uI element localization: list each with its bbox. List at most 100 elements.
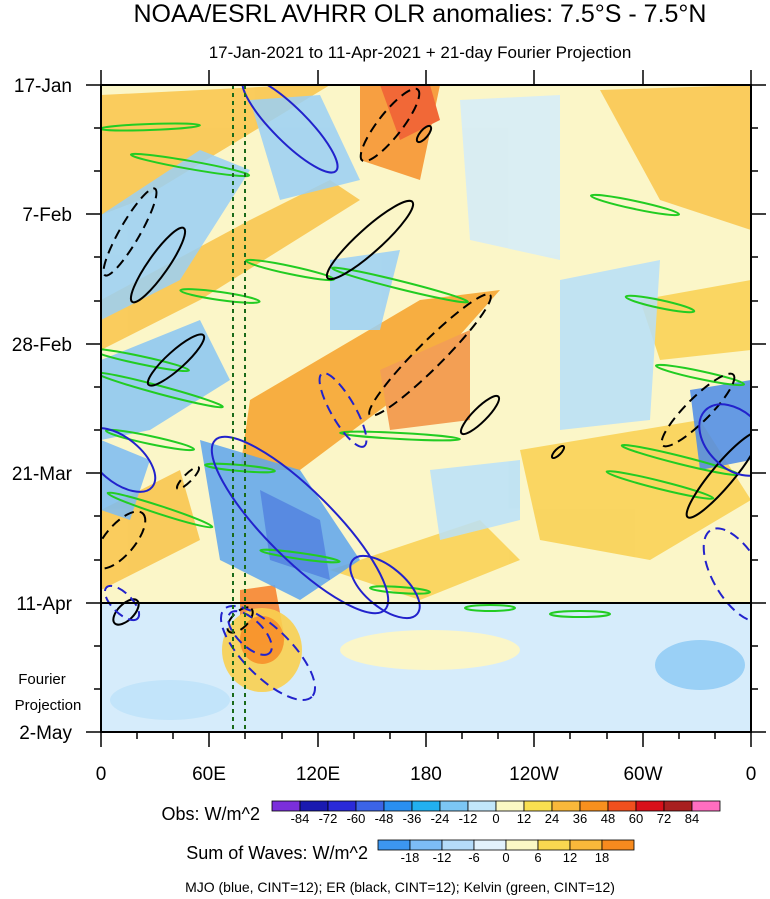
waves-colorbar-swatch bbox=[505, 839, 539, 851]
kelvin-contour bbox=[106, 491, 214, 529]
kelvin-contour bbox=[101, 347, 190, 373]
obs-colorbar-swatch bbox=[439, 800, 469, 812]
y-tick-label: 21-Mar bbox=[12, 464, 73, 485]
obs-colorbar-level-label: -84 bbox=[291, 811, 310, 826]
mjo-contours bbox=[101, 85, 751, 620]
waves-colorbar-label: Sum of Waves: W/m^2 bbox=[186, 843, 368, 863]
y-tick-labels: 17-Jan 7-Feb 28-Feb 21-Mar 11-Apr 2-May … bbox=[12, 76, 82, 744]
waves-colorbar-level-label: -6 bbox=[468, 850, 480, 865]
kelvin-contour bbox=[339, 430, 461, 442]
mjo-contour bbox=[219, 604, 317, 702]
obs-anomaly-band bbox=[101, 440, 150, 520]
obs-colorbar-swatch bbox=[551, 800, 581, 812]
waves-colorbar-swatch bbox=[569, 839, 603, 851]
kelvin-contour bbox=[589, 193, 681, 217]
waves-colorbar-level-label: 18 bbox=[595, 850, 609, 865]
projection-label-line2: Projection bbox=[15, 697, 82, 714]
obs-colorbar-swatch bbox=[495, 800, 525, 812]
obs-colorbar-swatch bbox=[579, 800, 609, 812]
kelvin-contour bbox=[464, 604, 516, 612]
obs-anomaly-band bbox=[600, 85, 751, 230]
obs-colorbar-level-label: 60 bbox=[629, 811, 643, 826]
waves-colorbar-level-label: 0 bbox=[502, 850, 509, 865]
x-tick-labels: 0 60E 120E 180 120W 60W 0 bbox=[96, 764, 757, 785]
er-contour bbox=[415, 124, 433, 144]
obs-anomaly-band bbox=[380, 85, 440, 140]
obs-anomaly-band bbox=[260, 490, 330, 580]
kelvin-contour bbox=[549, 610, 611, 618]
obs-colorbar-level-label: -12 bbox=[459, 811, 478, 826]
waves-colorbar-swatch bbox=[409, 839, 443, 851]
obs-anomaly-band bbox=[101, 180, 360, 350]
kelvin-contour bbox=[605, 470, 715, 500]
footnote: MJO (blue, CINT=12); ER (black, CINT=12)… bbox=[185, 879, 615, 895]
kelvin-contour bbox=[331, 266, 469, 304]
y-tick-label: 2-May bbox=[19, 723, 72, 744]
obs-anomaly-band bbox=[380, 330, 470, 430]
mjo-contour bbox=[241, 85, 339, 174]
waves-colorbar-swatch bbox=[441, 839, 475, 851]
obs-anomaly-band bbox=[430, 460, 520, 540]
obs-anomaly-band bbox=[640, 280, 751, 360]
kelvin-contour bbox=[204, 462, 276, 474]
obs-colorbar-swatch bbox=[383, 800, 413, 812]
mjo-contours-negative bbox=[103, 372, 751, 702]
obs-colorbar-swatch bbox=[299, 800, 329, 812]
er-contours-negative bbox=[101, 87, 736, 634]
x-tick-label: 180 bbox=[410, 764, 442, 785]
obs-colorbar-levels: -84 -72 -60 -48 -36 -24 -12 0 12 24 36 48 60 72 84 bbox=[291, 811, 700, 826]
x-tick-label: 60W bbox=[623, 764, 662, 785]
obs-colorbar-swatch bbox=[663, 800, 693, 812]
obs-anomaly-band bbox=[330, 520, 520, 600]
waves-colorbar-level-label: -12 bbox=[433, 850, 452, 865]
er-contour bbox=[459, 394, 501, 436]
obs-colorbar-level-label: 48 bbox=[601, 811, 615, 826]
obs-colorbar-level-label: 72 bbox=[657, 811, 671, 826]
er-contour bbox=[112, 598, 140, 626]
mjo-contour bbox=[698, 403, 751, 477]
kelvin-contour bbox=[129, 152, 251, 178]
obs-anomaly-band bbox=[520, 420, 751, 560]
obs-colorbar-level-label: -60 bbox=[347, 811, 366, 826]
y-tick-label: 17-Jan bbox=[14, 76, 72, 97]
er-contour bbox=[129, 226, 187, 304]
chart-subtitle: 17-Jan-2021 to 11-Apr-2021 + 21-day Four… bbox=[209, 43, 632, 62]
x-tick-label: 120E bbox=[296, 764, 340, 785]
kelvin-contour bbox=[101, 371, 224, 409]
er-contour bbox=[176, 466, 200, 490]
plot-area bbox=[100, 84, 752, 733]
obs-colorbar-level-label: 0 bbox=[492, 811, 499, 826]
er-contour bbox=[368, 293, 492, 417]
kelvin-contour bbox=[259, 548, 341, 564]
mjo-contour bbox=[103, 584, 141, 622]
er-contour bbox=[685, 431, 751, 519]
obs-colorbar-swatches bbox=[271, 800, 721, 812]
er-contour bbox=[102, 187, 158, 277]
kelvin-contour bbox=[104, 428, 196, 452]
kelvin-contour bbox=[179, 288, 261, 304]
obs-colorbar-level-label: -72 bbox=[319, 811, 338, 826]
waves-colorbar-level-label: 6 bbox=[534, 850, 541, 865]
obs-colorbar-swatch bbox=[355, 800, 385, 812]
y-axis bbox=[86, 84, 766, 733]
obs-colorbar-level-label: 24 bbox=[545, 811, 559, 826]
x-tick-label: 0 bbox=[96, 764, 107, 785]
waves-colorbar-swatch bbox=[537, 839, 571, 851]
obs-colorbar-level-label: -48 bbox=[375, 811, 394, 826]
er-contour bbox=[325, 199, 415, 281]
waves-colorbar-swatch bbox=[473, 839, 507, 851]
x-tick-label: 0 bbox=[746, 764, 757, 785]
mjo-contour bbox=[227, 610, 273, 656]
obs-colorbar-swatch bbox=[411, 800, 441, 812]
projection-label-line1: Fourier bbox=[18, 671, 66, 688]
obs-colorbar-swatch bbox=[691, 800, 721, 812]
obs-anomaly-band bbox=[240, 290, 500, 470]
obs-anomaly-band bbox=[460, 95, 560, 260]
obs-anomaly-band bbox=[560, 260, 660, 430]
waves-colorbar-levels: -18 -12 -6 0 6 12 18 bbox=[401, 850, 610, 865]
mjo-contour bbox=[318, 372, 368, 448]
er-contour bbox=[550, 444, 566, 460]
waves-colorbar: Sum of Waves: W/m^2 -18 -12 -6 0 6 12 18 bbox=[186, 839, 635, 865]
er-contour bbox=[226, 606, 254, 634]
